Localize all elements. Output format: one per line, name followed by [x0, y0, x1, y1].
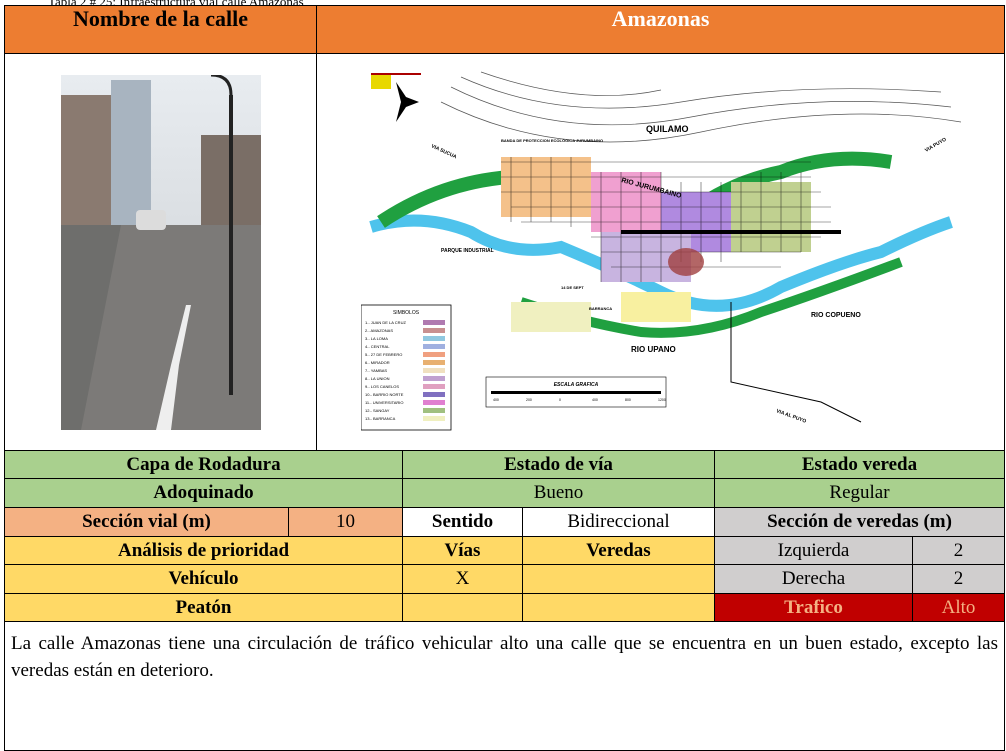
cell: Capa de Rodadura	[4, 450, 403, 479]
cell: Estado de vía	[402, 450, 715, 479]
scale-label: 400	[592, 398, 598, 402]
description: La calle Amazonas tiene una circulación …	[4, 621, 1005, 751]
legend-swatch	[422, 408, 445, 413]
caption: Tabla 2 # 25: Infraestructura vial calle…	[48, 0, 304, 10]
cell: Sección vial (m)	[4, 507, 289, 537]
cell: Sentido	[402, 507, 523, 537]
scale-label: 800	[625, 398, 631, 402]
map-label: BARRANCA	[589, 306, 612, 311]
cell: Sección de veredas (m)	[714, 507, 1005, 537]
map-label: RIO UPANO	[631, 345, 676, 354]
map-label: RIO COPUENO	[811, 312, 861, 319]
legend-item: 11.- UNIVERSITARIO	[365, 400, 404, 405]
legend-item: 8.- LA UNION	[365, 376, 390, 381]
legend-swatch	[422, 416, 445, 421]
legend-item: 12.- SANGAY	[365, 408, 390, 413]
legend-swatch	[422, 392, 445, 397]
map-label: 14 DE SEPT	[561, 285, 584, 290]
legend-swatch	[422, 328, 445, 333]
legend-item: 13.- BARRANCA	[365, 416, 396, 421]
cell	[522, 564, 715, 594]
cell: Estado vereda	[714, 450, 1005, 479]
legend-swatch	[422, 368, 445, 373]
cell: 2	[912, 564, 1005, 594]
legend-title: SIMBOLOS	[392, 310, 419, 316]
cell: 10	[288, 507, 403, 537]
map-label: PARQUE INDUSTRIAL	[441, 248, 494, 254]
cell: Adoquinado	[4, 478, 403, 508]
cell	[522, 593, 715, 622]
legend-swatch	[422, 320, 445, 325]
map-label: QUILAMO	[646, 124, 689, 134]
scale-label: 0	[559, 398, 561, 402]
map-label: BANDA DE PROTECCION ECOLOGICA JURUMBAINO	[501, 138, 603, 143]
cell: Veredas	[522, 536, 715, 565]
legend-swatch	[422, 336, 445, 341]
photo-cell	[4, 53, 317, 451]
legend-item: 9.- LOS CANELOS	[365, 384, 399, 389]
cell: X	[402, 564, 523, 594]
header-street: Amazonas	[316, 5, 1005, 54]
cell: 2	[912, 536, 1005, 565]
legend-item: 4.- CENTRAL	[365, 344, 390, 349]
legend-item: 3.- LA LOMA	[365, 336, 388, 341]
legend-item: 10.- BARRIO NORTE	[365, 392, 404, 397]
legend-item: 5.- 27 DE FEBRERO	[365, 352, 402, 357]
scale-title: ESCALA GRAFICA	[553, 382, 598, 388]
cell: Bueno	[402, 478, 715, 508]
legend-swatch	[422, 400, 445, 405]
cell: Trafico	[714, 593, 913, 622]
cell: Alto	[912, 593, 1005, 622]
legend-swatch	[422, 344, 445, 349]
cell: Vehículo	[4, 564, 403, 594]
cell: Vías	[402, 536, 523, 565]
legend-item: 7.- YAMBAS	[365, 368, 387, 373]
scale-label: 200	[526, 398, 532, 402]
legend-item: 2.- AMAZONAS	[365, 328, 393, 333]
legend-swatch	[422, 352, 445, 357]
cell: Izquierda	[714, 536, 913, 565]
legend-swatch	[422, 384, 445, 389]
legend-swatch	[422, 360, 445, 365]
header-label: Nombre de la calle	[4, 5, 317, 54]
legend-swatch	[422, 376, 445, 381]
scale-label: 400	[493, 398, 499, 402]
cell: Peatón	[4, 593, 403, 622]
scale-label: 1200	[658, 398, 666, 402]
cell: Bidireccional	[522, 507, 715, 537]
street-photo	[60, 74, 261, 430]
cell: Análisis de prioridad	[4, 536, 403, 565]
legend-item: 6.- MIRADOR	[365, 360, 390, 365]
legend-item: 1.- JUAN DE LA CRUZ	[365, 320, 406, 325]
cell: Regular	[714, 478, 1005, 508]
cell: Derecha	[714, 564, 913, 594]
map-cell: QUILAMO RIO JURUMBAINO RIO UPANO RIO COPUEN…	[316, 53, 1005, 451]
cell	[402, 593, 523, 622]
